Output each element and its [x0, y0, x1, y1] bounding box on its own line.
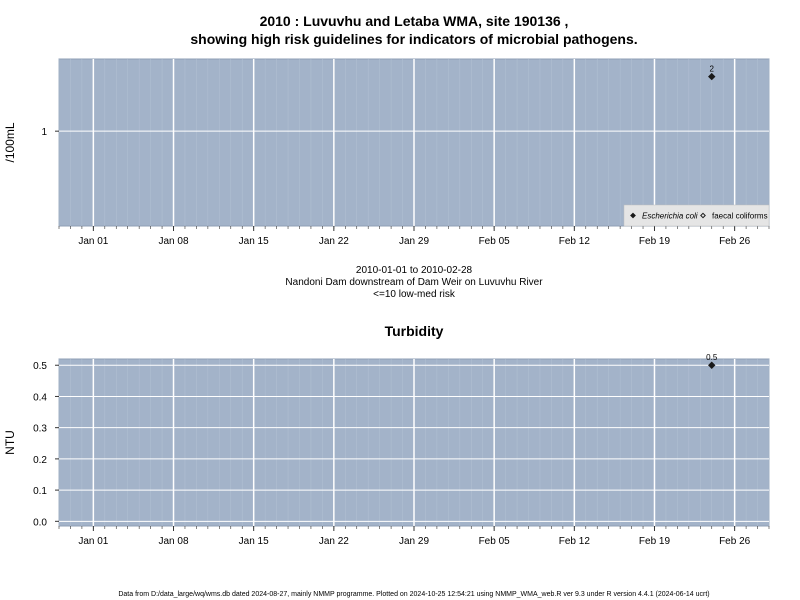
chart2-x-tick-label: Jan 22: [319, 536, 349, 547]
chart1-date-range: 2010-01-01 to 2010-02-28: [356, 265, 473, 276]
chart1-title-line2: showing high risk guidelines for indicat…: [190, 31, 637, 47]
chart1-y-axis-label: /100mL: [3, 122, 17, 162]
chart1-legend-label: faecal coliforms: [712, 212, 768, 221]
chart1-risk-note: <=10 low-med risk: [373, 289, 456, 300]
chart2-panel: Jan 01 Jan 08 Jan 15 Jan 22 Jan 29 Feb 05 Feb …: [3, 353, 770, 547]
chart2-y-tick-label: 0.2: [33, 455, 47, 466]
chart1-title-line1: 2010 : Luvuvhu and Letaba WMA, site 1901…: [260, 13, 569, 29]
chart1-x-tick-label: Jan 29: [399, 236, 429, 247]
chart1-data-point: [708, 72, 716, 81]
chart2-x-tick-label: Feb 19: [639, 536, 671, 547]
chart2-y-tick-label: 0.5: [33, 361, 47, 372]
chart2-x-tick-label: Jan 01: [78, 536, 108, 547]
chart1-legend-box: [623, 204, 770, 227]
chart2-x-tick-label: Jan 29: [399, 536, 429, 547]
chart1-legend-marker: [630, 212, 636, 219]
chart1-x-tick-label: Feb 19: [639, 236, 671, 247]
footer-note: Data from D:/data_large/wq/wms.db dated …: [118, 591, 709, 598]
chart1-x-tick-label: Jan 15: [239, 236, 269, 247]
chart2-x-tick-label: Feb 05: [479, 536, 511, 547]
chart1-data-label: 2: [710, 65, 715, 74]
chart2-x-tick-label: Feb 12: [559, 536, 591, 547]
chart1-x-tick-label: Feb 12: [559, 236, 591, 247]
chart1-x-tick-label: Feb 26: [719, 236, 751, 247]
chart1-legend-label: Escherichia coli: [642, 212, 698, 221]
chart1-panel: Jan 01 Jan 08 Jan 15 Jan 22 Jan 29 Feb 05 Feb …: [3, 58, 770, 247]
chart2-x-tick-label: Feb 26: [719, 536, 751, 547]
chart2-y-tick-label: 0.4: [33, 392, 47, 403]
chart1-x-tick-label: Jan 01: [78, 236, 108, 247]
chart2-title: Turbidity: [385, 323, 444, 339]
chart2-y-tick-label: 0.1: [33, 486, 47, 497]
chart1-site-description: Nandoni Dam downstream of Dam Weir on Lu…: [285, 277, 543, 288]
chart1-legend: Escherichia coli faecal coliforms: [623, 204, 770, 227]
chart1-y-tick-label: 1: [41, 127, 47, 138]
chart2-x-tick-label: Jan 15: [239, 536, 269, 547]
chart2-data-label: 0.5: [706, 353, 718, 362]
chart1-x-tick-label: Jan 08: [159, 236, 189, 247]
chart2-data-point: [708, 361, 716, 369]
chart2-y-axis-label: NTU: [3, 430, 17, 455]
chart1-x-tick-label: Feb 05: [479, 236, 511, 247]
chart1-legend-marker: [700, 212, 706, 219]
chart2-y-tick-label: 0.3: [33, 424, 47, 435]
chart2-x-tick-label: Jan 08: [159, 536, 189, 547]
chart1-x-tick-label: Jan 22: [319, 236, 349, 247]
chart2-y-tick-label: 0.0: [33, 517, 47, 528]
